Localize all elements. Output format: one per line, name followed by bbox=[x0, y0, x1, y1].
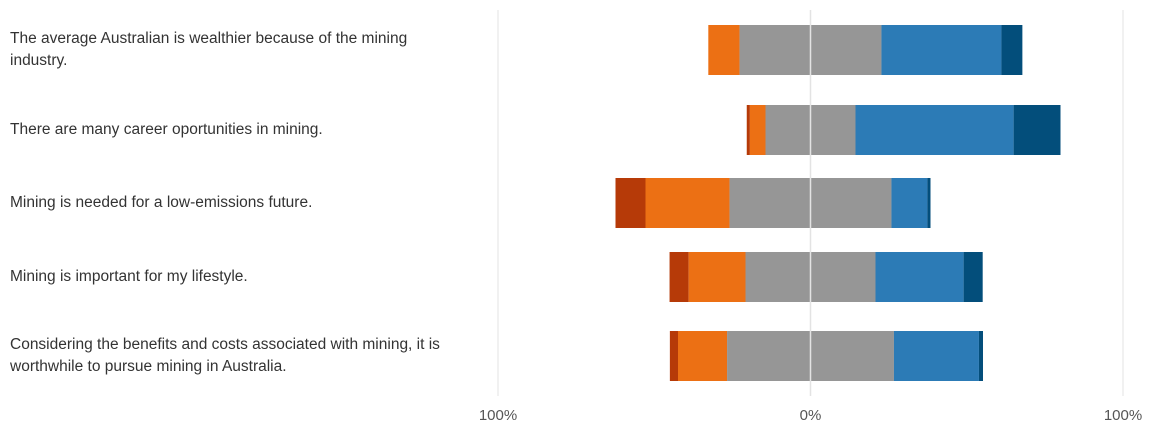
category-label: Mining is important for my lifestyle. bbox=[10, 268, 248, 285]
bar-segment bbox=[669, 252, 689, 302]
bar-segment bbox=[678, 331, 728, 381]
bar-segment bbox=[1001, 25, 1023, 75]
bar-segment bbox=[978, 331, 983, 381]
bar-segment bbox=[746, 105, 750, 155]
bar-segment bbox=[615, 178, 646, 228]
bar-segment bbox=[875, 252, 964, 302]
x-tick-label: 100% bbox=[1104, 407, 1142, 424]
category-label: There are many career oportunities in mi… bbox=[10, 121, 323, 138]
bar-segment bbox=[891, 178, 928, 228]
bar-segment bbox=[749, 105, 766, 155]
category-label: Mining is needed for a low-emissions fut… bbox=[10, 194, 313, 211]
bar-segment bbox=[688, 252, 746, 302]
bar-segment bbox=[1013, 105, 1061, 155]
category-label: Considering the benefits and costs assoc… bbox=[10, 336, 440, 375]
bar-segment bbox=[927, 178, 931, 228]
bar-segment bbox=[669, 331, 678, 381]
x-tick-label: 0% bbox=[800, 407, 822, 424]
category-label: The average Australian is wealthier beca… bbox=[10, 30, 408, 69]
bar-segment bbox=[855, 105, 1014, 155]
bar-segment bbox=[708, 25, 740, 75]
bar-segment bbox=[881, 25, 1002, 75]
bar-segment bbox=[645, 178, 730, 228]
bar-segment bbox=[893, 331, 979, 381]
x-tick-label: 100% bbox=[479, 407, 517, 424]
bar-segment bbox=[963, 252, 983, 302]
